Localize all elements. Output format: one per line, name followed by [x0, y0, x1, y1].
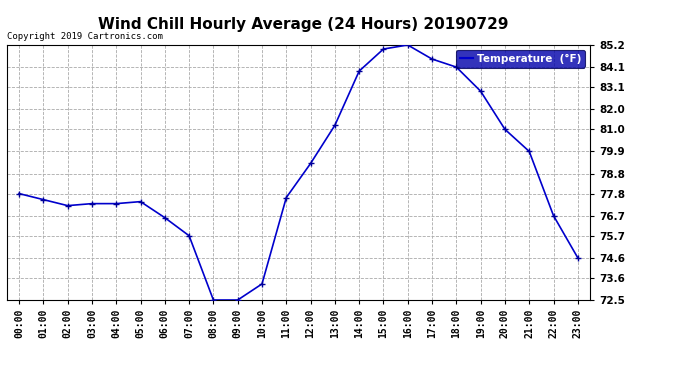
Legend: Temperature  (°F): Temperature (°F)	[456, 50, 584, 68]
Text: Copyright 2019 Cartronics.com: Copyright 2019 Cartronics.com	[7, 32, 163, 41]
Text: Wind Chill Hourly Average (24 Hours) 20190729: Wind Chill Hourly Average (24 Hours) 201…	[99, 17, 509, 32]
